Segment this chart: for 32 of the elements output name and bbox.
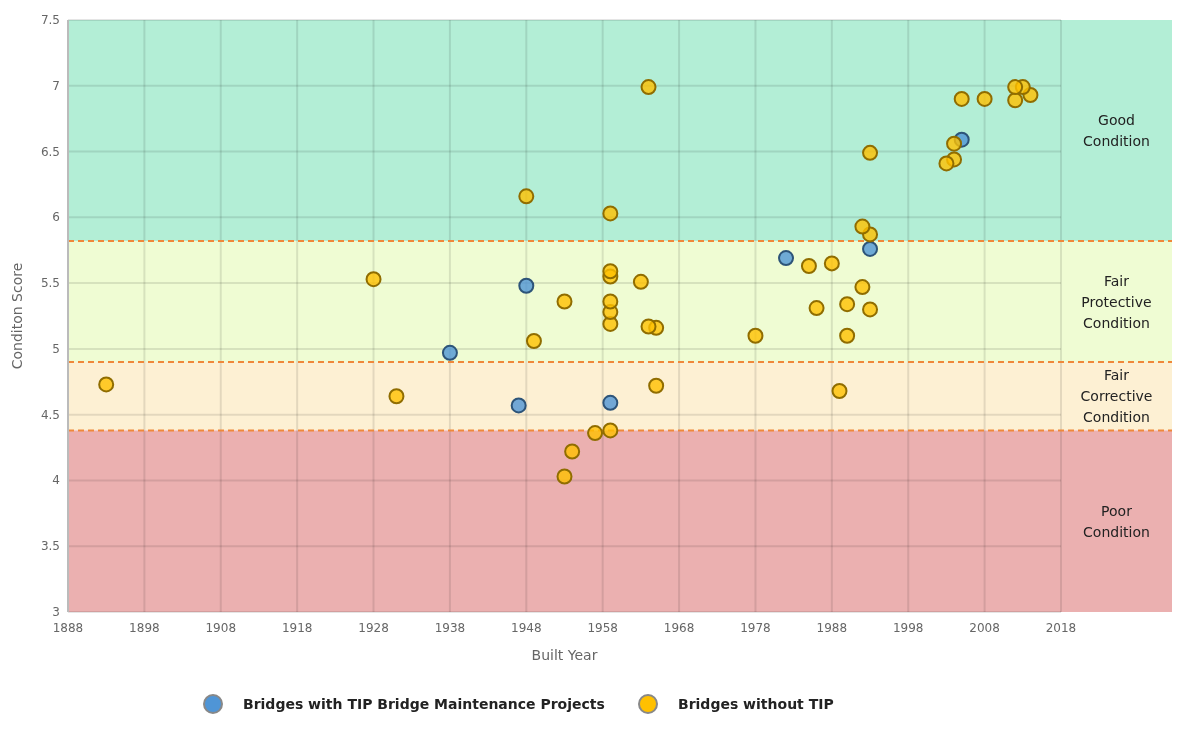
y-tick-label: 6 — [52, 210, 60, 225]
y-tick-label: 7 — [52, 78, 60, 93]
y-tick-label: 4.5 — [40, 407, 60, 422]
y-axis-title: Conditon Score — [9, 262, 25, 370]
x-tick-label: 1918 — [281, 621, 313, 635]
band-label: Good Condition — [1083, 112, 1150, 150]
x-tick-label: 1998 — [892, 621, 924, 635]
x-tick-label: 1898 — [129, 621, 160, 635]
y-tick-label: 5.5 — [40, 276, 60, 291]
legend-label: Bridges without TIP — [678, 696, 834, 712]
y-tick-label: 6.5 — [40, 144, 60, 159]
x-tick-label: 1948 — [511, 621, 542, 635]
band-label: Poor Condition — [1083, 502, 1150, 540]
y-tick-label: 3.5 — [40, 539, 60, 554]
y-tick-label: 5 — [52, 341, 60, 356]
x-tick-label: 1978 — [740, 621, 771, 635]
x-axis-title: Built Year — [531, 647, 598, 663]
x-tick-label: 1938 — [434, 621, 466, 635]
x-tick-label: 1888 — [52, 621, 84, 635]
band-label: Fair Corrective Condition — [1080, 367, 1153, 426]
y-tick-label: 4 — [52, 473, 60, 488]
x-tick-label: 1968 — [663, 621, 695, 635]
x-tick-label: 2018 — [1045, 621, 1077, 635]
legend-label: Bridges with TIP Bridge Maintenance Projects — [243, 696, 605, 712]
x-tick-label: 1928 — [358, 621, 389, 635]
band-label: Fair Protective Condition — [1081, 272, 1152, 331]
x-tick-label: 2008 — [969, 621, 1000, 635]
y-tick-label: 3 — [52, 605, 60, 619]
y-tick-label: 7.5 — [40, 13, 60, 27]
x-tick-label: 1908 — [205, 621, 237, 635]
x-tick-label: 1988 — [816, 621, 848, 635]
x-tick-label: 1958 — [587, 621, 618, 635]
